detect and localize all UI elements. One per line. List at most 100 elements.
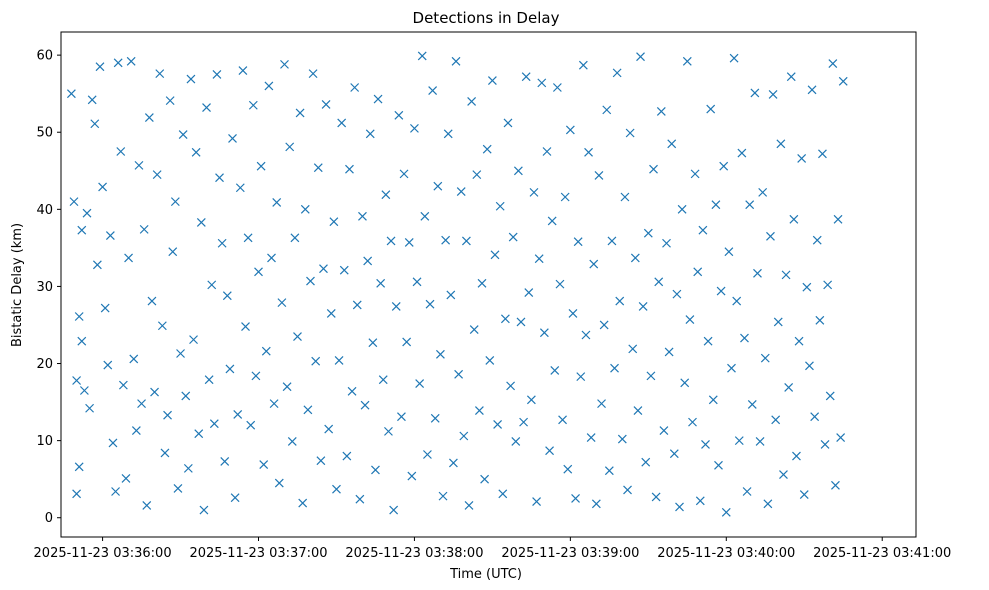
- data-point: [212, 69, 222, 79]
- data-point: [586, 433, 596, 442]
- data-point: [334, 356, 344, 365]
- data-point: [347, 386, 357, 396]
- data-point: [277, 298, 287, 308]
- data-point: [181, 391, 191, 401]
- data-point: [251, 371, 261, 381]
- data-point: [675, 502, 684, 512]
- data-point: [186, 74, 196, 84]
- data-point: [477, 278, 487, 288]
- data-point: [259, 460, 269, 469]
- data-point: [142, 500, 152, 510]
- data-point: [555, 279, 565, 289]
- data-point: [391, 302, 401, 311]
- data-point: [573, 237, 583, 247]
- data-point: [677, 204, 687, 214]
- data-point: [771, 415, 781, 425]
- plot-frame: [60, 31, 917, 538]
- data-point: [695, 496, 705, 506]
- data-point: [825, 391, 835, 401]
- data-point: [729, 53, 739, 63]
- data-point: [209, 419, 219, 429]
- data-point: [103, 360, 113, 370]
- data-point: [425, 299, 435, 309]
- data-point: [521, 72, 531, 82]
- data-point: [329, 217, 339, 227]
- data-point: [526, 395, 536, 405]
- data-point: [576, 372, 586, 382]
- data-point: [703, 336, 713, 346]
- data-point: [779, 470, 788, 479]
- data-point: [196, 218, 206, 227]
- y-tick-label: 10: [36, 434, 53, 449]
- data-point: [659, 426, 669, 436]
- data-point: [178, 130, 188, 139]
- data-point: [490, 250, 500, 260]
- data-point: [503, 118, 513, 128]
- data-point: [612, 68, 622, 78]
- data-point: [623, 485, 632, 495]
- data-point: [456, 187, 466, 197]
- data-point: [79, 386, 89, 395]
- data-point: [836, 433, 846, 442]
- data-point: [163, 410, 172, 420]
- data-point: [152, 170, 162, 180]
- data-point: [620, 192, 630, 202]
- data-point: [768, 90, 778, 99]
- data-point: [776, 139, 786, 149]
- data-point: [355, 494, 365, 504]
- x-axis-label: Time (UTC): [449, 567, 522, 582]
- data-point: [667, 139, 677, 149]
- data-point: [599, 320, 609, 330]
- data-point: [228, 133, 237, 143]
- data-point: [438, 491, 448, 501]
- data-point: [77, 225, 87, 235]
- data-point: [565, 125, 575, 135]
- data-point: [199, 505, 209, 515]
- data-point: [202, 103, 211, 112]
- data-point: [781, 270, 791, 280]
- data-point: [389, 505, 399, 515]
- chart-title: Detections in Delay: [413, 9, 560, 27]
- data-point: [469, 325, 479, 335]
- y-axis: 0 10 20 30 40 50 60: [36, 49, 61, 526]
- data-point: [547, 216, 557, 226]
- data-point: [495, 201, 505, 211]
- data-point: [443, 129, 453, 139]
- data-point: [441, 235, 451, 245]
- data-point: [656, 106, 666, 116]
- data-point: [235, 183, 245, 193]
- data-point: [461, 236, 471, 246]
- data-point: [451, 56, 461, 66]
- data-point: [74, 462, 84, 472]
- data-point: [306, 276, 315, 286]
- data-point: [238, 66, 248, 75]
- data-point: [482, 144, 492, 154]
- data-point: [415, 379, 425, 388]
- data-point: [740, 333, 749, 343]
- data-point: [584, 147, 593, 157]
- data-point: [511, 436, 521, 446]
- data-point: [376, 278, 386, 288]
- data-point: [680, 378, 690, 388]
- y-tick-label: 30: [36, 280, 53, 295]
- data-point: [784, 383, 794, 392]
- data-point: [319, 264, 328, 274]
- data-point: [222, 291, 232, 301]
- data-point: [433, 181, 443, 191]
- data-point: [750, 88, 760, 98]
- data-point: [792, 451, 801, 461]
- data-point: [386, 236, 396, 246]
- data-point: [233, 409, 243, 419]
- data-point: [545, 446, 554, 456]
- data-point: [435, 349, 445, 359]
- data-point: [204, 375, 214, 385]
- x-tick-label: 2025-11-23 03:36:00: [34, 546, 172, 561]
- data-point: [758, 187, 768, 197]
- data-point: [651, 492, 661, 502]
- data-point: [760, 353, 770, 363]
- data-point: [324, 424, 334, 434]
- data-point: [155, 69, 165, 79]
- data-point: [454, 369, 464, 379]
- data-point: [755, 436, 765, 446]
